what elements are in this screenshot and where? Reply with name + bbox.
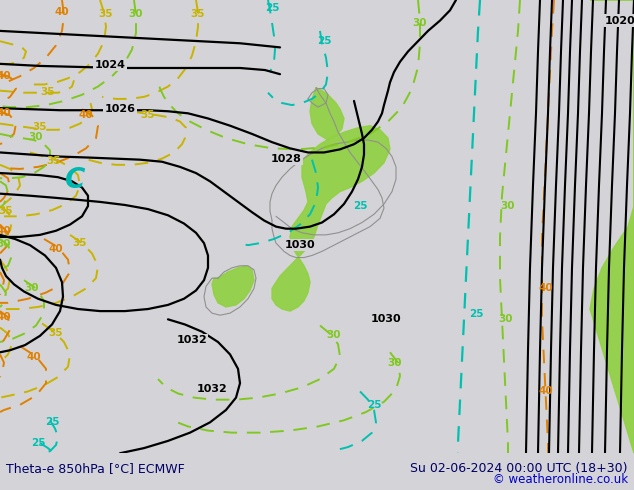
Text: 30: 30 bbox=[25, 283, 39, 294]
Text: 35: 35 bbox=[73, 238, 87, 248]
Text: Theta-e 850hPa [°C] ECMWF: Theta-e 850hPa [°C] ECMWF bbox=[6, 463, 185, 475]
Polygon shape bbox=[310, 88, 344, 140]
Text: 35: 35 bbox=[99, 9, 113, 20]
Text: 25: 25 bbox=[31, 438, 45, 448]
Text: 40: 40 bbox=[0, 312, 11, 322]
Polygon shape bbox=[590, 0, 634, 453]
Text: 1030: 1030 bbox=[285, 240, 315, 250]
Text: 30: 30 bbox=[499, 315, 514, 324]
Text: 30: 30 bbox=[501, 201, 515, 211]
Text: 40: 40 bbox=[27, 352, 41, 363]
Text: 25: 25 bbox=[265, 3, 279, 13]
Text: 30: 30 bbox=[327, 330, 341, 340]
Text: 25: 25 bbox=[366, 400, 381, 410]
Text: 35: 35 bbox=[47, 156, 61, 166]
Text: 40: 40 bbox=[0, 71, 11, 81]
Text: 35: 35 bbox=[191, 9, 205, 20]
Text: 30: 30 bbox=[0, 239, 11, 249]
Text: 40: 40 bbox=[0, 108, 11, 118]
Text: 25: 25 bbox=[45, 417, 59, 427]
Text: 35: 35 bbox=[41, 87, 55, 97]
Text: 1030: 1030 bbox=[371, 315, 401, 324]
Text: 1028: 1028 bbox=[271, 154, 301, 164]
Text: C: C bbox=[65, 166, 85, 194]
Text: 35: 35 bbox=[0, 206, 13, 216]
Text: 40: 40 bbox=[55, 7, 69, 17]
Polygon shape bbox=[272, 125, 390, 311]
Text: 25: 25 bbox=[353, 201, 367, 211]
Text: 35: 35 bbox=[49, 328, 63, 338]
Text: 30: 30 bbox=[29, 132, 43, 142]
Text: © weatheronline.co.uk: © weatheronline.co.uk bbox=[493, 472, 628, 486]
Text: 40: 40 bbox=[539, 387, 553, 396]
Text: 40: 40 bbox=[79, 110, 93, 121]
Text: 30: 30 bbox=[413, 18, 427, 27]
Text: 40: 40 bbox=[0, 226, 11, 236]
Text: 40: 40 bbox=[539, 283, 553, 294]
Text: 25: 25 bbox=[317, 36, 331, 46]
Text: 1032: 1032 bbox=[177, 335, 207, 345]
Text: 35: 35 bbox=[141, 110, 155, 121]
Text: 35: 35 bbox=[33, 122, 48, 132]
Text: 30: 30 bbox=[388, 358, 402, 368]
Polygon shape bbox=[212, 266, 254, 307]
Text: 1032: 1032 bbox=[197, 384, 228, 394]
Text: 30: 30 bbox=[129, 9, 143, 20]
Text: 1024: 1024 bbox=[94, 60, 126, 70]
Text: 1026: 1026 bbox=[105, 104, 136, 114]
Text: 1020: 1020 bbox=[605, 16, 634, 25]
Text: 25: 25 bbox=[469, 309, 483, 319]
Text: 40: 40 bbox=[49, 245, 63, 254]
Text: Su 02-06-2024 00:00 UTC (18+30): Su 02-06-2024 00:00 UTC (18+30) bbox=[410, 463, 628, 475]
